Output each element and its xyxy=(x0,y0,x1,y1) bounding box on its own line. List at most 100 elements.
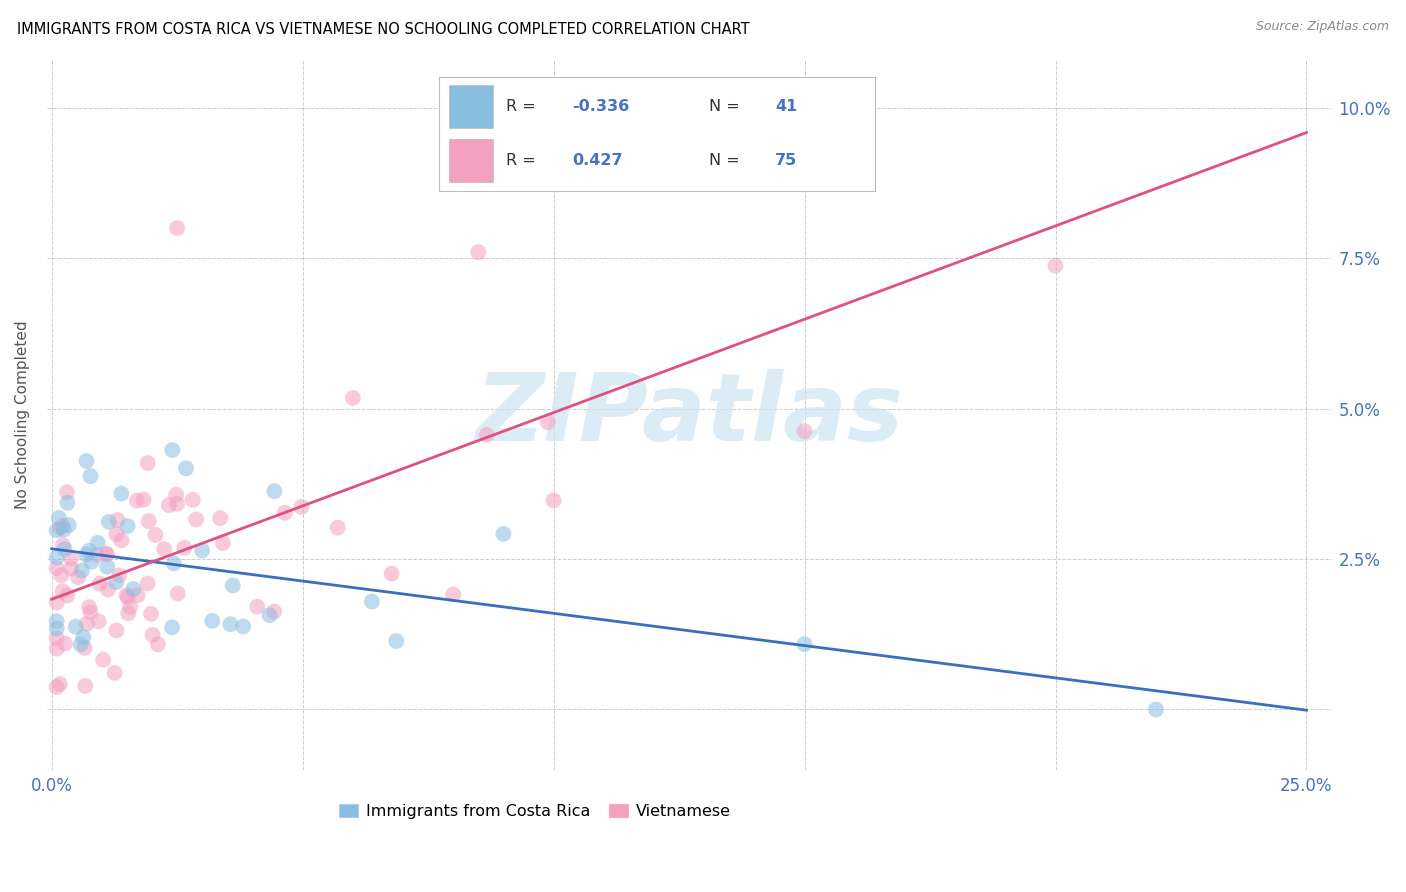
Point xyxy=(201,614,224,628)
Point xyxy=(70,564,93,578)
Point xyxy=(49,677,72,691)
Legend: Immigrants from Costa Rica, Vietnamese: Immigrants from Costa Rica, Vietnamese xyxy=(332,797,738,826)
Point xyxy=(104,665,127,680)
Point xyxy=(191,543,214,558)
Point xyxy=(86,548,108,562)
Point xyxy=(543,493,565,508)
Point xyxy=(166,586,188,600)
Point xyxy=(89,576,111,591)
Point xyxy=(181,492,204,507)
Point xyxy=(53,637,76,651)
Point xyxy=(163,557,186,571)
Point xyxy=(1045,259,1067,273)
Point xyxy=(76,454,98,468)
Point xyxy=(219,617,242,632)
Point xyxy=(136,456,159,470)
Point xyxy=(52,584,75,599)
Point xyxy=(1144,702,1167,716)
Point xyxy=(105,624,128,638)
Point xyxy=(79,469,101,483)
Point xyxy=(58,518,80,533)
Point xyxy=(48,511,70,525)
Point xyxy=(127,588,149,602)
Point xyxy=(72,630,94,644)
Point xyxy=(263,605,285,619)
Point xyxy=(475,427,498,442)
Point xyxy=(56,485,79,500)
Point xyxy=(385,634,408,648)
Point xyxy=(107,513,129,527)
Point xyxy=(110,486,132,500)
Point xyxy=(326,521,349,535)
Point xyxy=(160,620,183,634)
Point xyxy=(166,221,188,235)
Point xyxy=(65,620,87,634)
Point xyxy=(96,559,118,574)
Point xyxy=(120,599,142,614)
Point xyxy=(97,582,120,597)
Point xyxy=(222,578,245,592)
Point xyxy=(441,587,464,601)
Point xyxy=(67,570,90,584)
Point xyxy=(165,488,187,502)
Point xyxy=(153,542,176,557)
Point xyxy=(52,538,75,552)
Point xyxy=(125,493,148,508)
Point xyxy=(142,628,165,642)
Point xyxy=(45,641,67,656)
Point xyxy=(76,616,98,631)
Point xyxy=(53,542,76,557)
Point xyxy=(537,415,560,429)
Point xyxy=(381,566,404,581)
Point xyxy=(45,622,67,636)
Point xyxy=(45,631,67,645)
Point xyxy=(122,582,145,596)
Point xyxy=(209,511,232,525)
Point xyxy=(157,498,180,512)
Point xyxy=(117,606,139,620)
Point xyxy=(45,550,67,565)
Point xyxy=(79,605,101,619)
Point xyxy=(115,588,138,602)
Point xyxy=(77,600,100,615)
Point xyxy=(91,653,114,667)
Point xyxy=(45,523,67,537)
Point xyxy=(166,497,188,511)
Point xyxy=(263,484,285,499)
Point xyxy=(136,576,159,591)
Point xyxy=(139,607,162,621)
Point xyxy=(246,599,269,614)
Point xyxy=(105,527,128,541)
Point xyxy=(56,589,79,603)
Point xyxy=(52,523,75,537)
Point xyxy=(232,619,254,633)
Point xyxy=(108,568,131,582)
Point xyxy=(492,527,515,541)
Text: IMMIGRANTS FROM COSTA RICA VS VIETNAMESE NO SCHOOLING COMPLETED CORRELATION CHAR: IMMIGRANTS FROM COSTA RICA VS VIETNAMESE… xyxy=(17,22,749,37)
Point xyxy=(87,535,110,549)
Point xyxy=(105,575,128,590)
Point xyxy=(290,500,312,514)
Point xyxy=(162,443,184,458)
Point xyxy=(361,594,384,608)
Point xyxy=(45,596,67,610)
Point xyxy=(97,515,120,529)
Point xyxy=(744,112,766,127)
Point xyxy=(793,637,815,651)
Point xyxy=(87,615,110,629)
Point xyxy=(259,608,281,623)
Point xyxy=(45,561,67,575)
Point xyxy=(173,541,195,555)
Y-axis label: No Schooling Completed: No Schooling Completed xyxy=(15,320,30,509)
Point xyxy=(186,512,208,526)
Point xyxy=(793,424,815,438)
Point xyxy=(60,561,83,575)
Point xyxy=(45,680,67,694)
Point xyxy=(138,514,160,528)
Point xyxy=(75,679,97,693)
Point xyxy=(110,533,132,548)
Point xyxy=(342,391,364,405)
Point xyxy=(45,614,67,628)
Point xyxy=(75,548,97,562)
Point xyxy=(467,245,489,260)
